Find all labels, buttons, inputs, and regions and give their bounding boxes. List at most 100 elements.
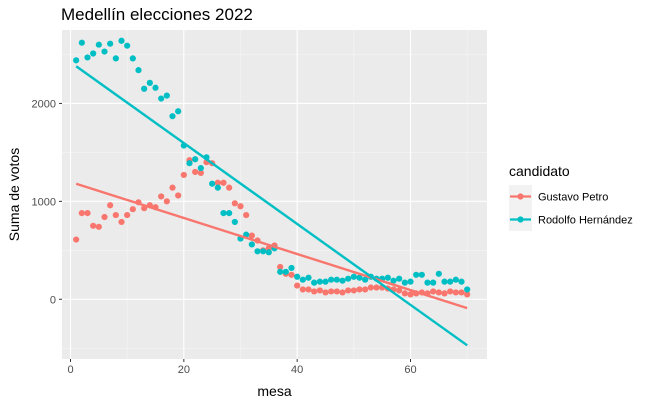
point-rodolfo-hernandez: [384, 274, 391, 281]
point-gustavo-petro: [197, 169, 204, 177]
point-rodolfo-hernandez: [129, 55, 136, 62]
point-rodolfo-hernandez: [152, 84, 159, 91]
point-rodolfo-hernandez: [169, 113, 176, 120]
point-rodolfo-hernandez: [333, 276, 340, 283]
point-rodolfo-hernandez: [118, 37, 125, 44]
point-gustavo-petro: [226, 184, 233, 191]
legend-point-rodolfo-hernandez: [517, 216, 524, 223]
point-rodolfo-hernandez: [299, 276, 306, 283]
point-rodolfo-hernandez: [435, 270, 442, 277]
point-gustavo-petro: [441, 290, 448, 297]
point-gustavo-petro: [373, 284, 380, 291]
y-axis-ticks: 0 1000 2000: [32, 98, 62, 306]
point-gustavo-petro: [367, 284, 374, 291]
point-gustavo-petro: [129, 206, 136, 213]
point-rodolfo-hernandez: [220, 210, 227, 217]
point-gustavo-petro: [396, 287, 403, 294]
point-rodolfo-hernandez: [305, 274, 312, 281]
point-gustavo-petro: [90, 222, 97, 229]
point-rodolfo-hernandez: [141, 85, 148, 92]
point-gustavo-petro: [294, 282, 301, 289]
point-rodolfo-hernandez: [345, 275, 352, 282]
point-rodolfo-hernandez: [107, 40, 114, 47]
point-rodolfo-hernandez: [146, 79, 153, 86]
point-gustavo-petro: [78, 210, 85, 217]
point-gustavo-petro: [101, 213, 108, 221]
point-gustavo-petro: [243, 211, 250, 219]
point-rodolfo-hernandez: [441, 278, 448, 285]
point-rodolfo-hernandez: [163, 92, 170, 99]
point-gustavo-petro: [362, 286, 369, 293]
point-gustavo-petro: [356, 286, 363, 293]
point-gustavo-petro: [316, 287, 323, 294]
point-rodolfo-hernandez: [401, 279, 408, 286]
trend-line-rodolfo-hernandez: [75, 65, 468, 347]
point-rodolfo-hernandez: [84, 54, 91, 61]
point-gustavo-petro: [112, 211, 119, 219]
point-gustavo-petro: [158, 193, 165, 200]
chart-title: Medellín elecciones 2022: [61, 5, 253, 24]
point-rodolfo-hernandez: [458, 278, 465, 285]
point-rodolfo-hernandez: [407, 278, 414, 285]
point-gustavo-petro: [248, 232, 255, 239]
point-rodolfo-hernandez: [322, 278, 329, 285]
y-tick-label: 1000: [32, 196, 56, 208]
x-tick-label: 20: [178, 364, 190, 376]
point-gustavo-petro: [163, 198, 170, 205]
point-rodolfo-hernandez: [350, 273, 357, 280]
point-gustavo-petro: [84, 210, 91, 217]
point-rodolfo-hernandez: [209, 180, 216, 187]
point-rodolfo-hernandez: [424, 279, 431, 286]
plot-panel: [62, 30, 487, 359]
point-rodolfo-hernandez: [311, 279, 318, 286]
point-rodolfo-hernandez: [396, 275, 403, 282]
point-rodolfo-hernandez: [260, 248, 267, 255]
point-rodolfo-hernandez: [316, 278, 323, 285]
point-rodolfo-hernandez: [362, 276, 369, 283]
point-rodolfo-hernandez: [254, 248, 261, 255]
point-gustavo-petro: [277, 263, 284, 271]
x-tick-label: 60: [404, 364, 416, 376]
point-rodolfo-hernandez: [231, 218, 238, 226]
point-rodolfo-hernandez: [430, 279, 437, 286]
point-gustavo-petro: [73, 236, 80, 243]
point-gustavo-petro: [118, 218, 125, 226]
point-rodolfo-hernandez: [390, 277, 397, 284]
point-rodolfo-hernandez: [112, 55, 119, 62]
point-rodolfo-hernandez: [413, 271, 420, 278]
point-rodolfo-hernandez: [175, 108, 182, 115]
point-rodolfo-hernandez: [418, 271, 425, 278]
point-rodolfo-hernandez: [356, 274, 363, 281]
point-rodolfo-hernandez: [186, 160, 193, 167]
point-rodolfo-hernandez: [90, 50, 97, 57]
point-gustavo-petro: [288, 271, 295, 278]
point-gustavo-petro: [231, 200, 238, 207]
x-tick-label: 0: [67, 364, 73, 376]
point-gustavo-petro: [401, 290, 408, 297]
legend-label-rodolfo-hernandez: Rodolfo Hernández: [538, 215, 633, 227]
point-gustavo-petro: [95, 223, 102, 230]
point-gustavo-petro: [311, 288, 318, 295]
point-rodolfo-hernandez: [277, 268, 284, 275]
point-gustavo-petro: [350, 287, 357, 294]
point-rodolfo-hernandez: [197, 164, 204, 172]
point-gustavo-petro: [180, 171, 187, 179]
legend-label-gustavo-petro: Gustavo Petro: [538, 192, 608, 204]
point-gustavo-petro: [124, 211, 131, 219]
point-gustavo-petro: [299, 286, 306, 293]
point-rodolfo-hernandez: [192, 156, 199, 163]
legend-point-gustavo-petro: [517, 193, 524, 200]
point-rodolfo-hernandez: [464, 286, 471, 293]
trend-lines: [75, 65, 468, 347]
point-gustavo-petro: [339, 289, 346, 296]
legend: candidato Gustavo Petro Rodolfo Hernández: [509, 163, 633, 231]
point-rodolfo-hernandez: [73, 57, 80, 64]
point-rodolfo-hernandez: [288, 264, 295, 272]
point-gustavo-petro: [305, 286, 312, 293]
point-gustavo-petro: [169, 184, 176, 191]
point-gustavo-petro: [407, 291, 414, 298]
y-axis-title: Suma de votos: [6, 148, 22, 241]
point-rodolfo-hernandez: [78, 39, 85, 46]
point-gustavo-petro: [175, 192, 182, 199]
